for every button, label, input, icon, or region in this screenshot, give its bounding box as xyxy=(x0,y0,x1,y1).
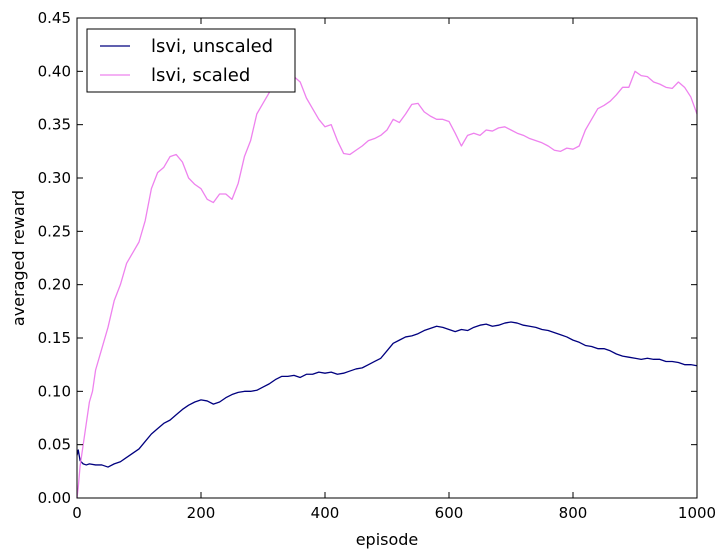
y-tick-label: 0.25 xyxy=(38,222,71,240)
axes-frame xyxy=(76,17,698,499)
series-line-2 xyxy=(76,70,698,499)
y-tick-label: 0.45 xyxy=(38,9,71,27)
x-tick-label: 1000 xyxy=(678,504,716,522)
y-tick-label: 0.40 xyxy=(38,62,71,80)
y-tick-label: 0.30 xyxy=(38,169,71,187)
x-tick-label: 0 xyxy=(72,504,82,522)
series-line-1 xyxy=(76,321,698,468)
y-tick-label: 0.35 xyxy=(38,116,71,134)
x-axis: 0 200 400 600 800 1000 xyxy=(72,18,716,522)
axes-border xyxy=(76,17,698,499)
legend: lsvi, unscaled lsvi, scaled xyxy=(86,28,296,93)
legend-label-2: lsvi, scaled xyxy=(151,65,250,86)
plot-area xyxy=(77,18,697,498)
y-tick-label: 0.10 xyxy=(38,382,71,400)
x-tick-label: 400 xyxy=(311,504,340,522)
y-tick-label: 0.20 xyxy=(38,276,71,294)
x-tick-label: 600 xyxy=(435,504,464,522)
x-tick-label: 800 xyxy=(559,504,588,522)
legend-label-1: lsvi, unscaled xyxy=(151,36,273,57)
x-axis-label: episode xyxy=(356,530,419,549)
y-tick-label: 0.05 xyxy=(38,436,71,454)
y-tick-label: 0.15 xyxy=(38,329,71,347)
y-axis: 0.00 0.05 0.10 0.15 0.20 0.25 0.30 0.35 0.40 0.45 xyxy=(38,9,697,507)
x-tick-label: 200 xyxy=(187,504,216,522)
y-axis-label: averaged reward xyxy=(9,190,28,326)
series-layer xyxy=(76,70,698,499)
legend-box xyxy=(86,28,296,93)
y-tick-label: 0.00 xyxy=(38,489,71,507)
plot-background xyxy=(77,18,697,498)
